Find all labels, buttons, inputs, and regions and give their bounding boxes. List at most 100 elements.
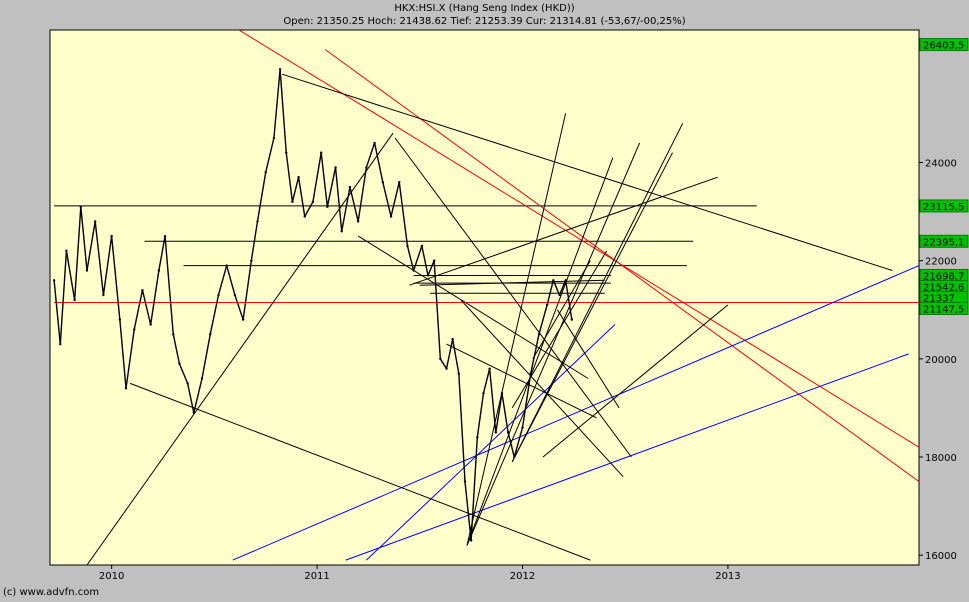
price-point (200, 377, 204, 380)
y-tick-label: 24000 (925, 159, 957, 170)
price-point (285, 151, 288, 154)
trend-line-3 (446, 343, 597, 419)
price-point (500, 392, 504, 395)
price-point (445, 367, 448, 370)
price-point (373, 141, 376, 145)
trend-line-13 (556, 309, 620, 409)
red-trend-line-1 (325, 49, 919, 483)
price-point (133, 328, 136, 331)
price-tag-box (919, 234, 969, 248)
price-point (488, 367, 491, 370)
price-segment (530, 334, 540, 374)
price-point (348, 185, 352, 189)
price-segment (119, 319, 127, 389)
price-tag-label: 21337 (923, 293, 955, 304)
price-point (110, 234, 113, 238)
price-point (209, 333, 212, 336)
price-segment (291, 177, 300, 202)
price-segment (501, 393, 509, 433)
price-tag-label: 21542,6 (923, 282, 964, 293)
price-point (241, 318, 245, 321)
price-point (476, 436, 479, 439)
price-point (398, 180, 401, 184)
price-segment (279, 69, 287, 153)
price-point (365, 166, 368, 169)
price-point (420, 244, 424, 248)
price-segment (357, 167, 368, 222)
price-segment (141, 289, 152, 325)
price-segment (265, 137, 275, 173)
trend-line-11 (511, 123, 684, 463)
trend-line-10 (466, 142, 641, 546)
price-tag-label: 23115,5 (923, 202, 964, 213)
price-segment (421, 245, 429, 276)
price-segment (427, 260, 435, 276)
price-point (356, 220, 360, 223)
trend-line-1 (129, 382, 591, 561)
price-segment (406, 245, 415, 271)
blue-trend-line-1 (345, 353, 909, 561)
price-segment (521, 373, 532, 428)
price-point (278, 68, 282, 71)
price-point (494, 431, 497, 434)
price-point (537, 333, 541, 336)
price-point (469, 539, 473, 542)
price-segment (234, 294, 244, 320)
price-segment (495, 393, 503, 433)
price-point (326, 205, 329, 208)
price-tag-label: 22395,1 (923, 237, 964, 248)
trend-line-7 (409, 176, 718, 286)
red-trend-line-0 (238, 30, 919, 448)
price-point (558, 293, 561, 297)
price-point (457, 372, 461, 375)
price-point (264, 171, 267, 174)
price-segment (433, 260, 442, 359)
price-segment (133, 289, 144, 330)
price-segment (172, 334, 181, 364)
price-segment (488, 368, 497, 433)
price-segment (482, 368, 491, 394)
price-segment (242, 260, 253, 320)
price-point (93, 220, 97, 223)
price-segment (297, 177, 306, 217)
price-point (256, 220, 259, 223)
price-tag-box (919, 38, 969, 52)
price-segment (226, 265, 236, 296)
price-segment (201, 334, 211, 379)
price-segment (558, 280, 567, 296)
price-tag-box (919, 199, 969, 213)
price-segment (390, 181, 400, 217)
trend-line-9 (466, 157, 614, 546)
price-point (463, 480, 467, 483)
price-point (482, 392, 485, 395)
price-point (141, 288, 144, 292)
price-point (552, 279, 555, 282)
price-point (172, 333, 175, 336)
price-point (570, 318, 574, 321)
price-tag-label: 21147,5 (923, 304, 964, 315)
price-segment (507, 432, 515, 458)
price-segment (320, 152, 329, 207)
price-segment (538, 304, 548, 335)
price-segment (513, 427, 524, 458)
chart-subtitle: Open: 21350.25 Hoch: 21438.62 Tief: 2125… (283, 16, 686, 27)
price-segment (382, 181, 392, 217)
price-point (124, 387, 128, 390)
price-point (79, 205, 83, 208)
price-segment (412, 245, 423, 271)
price-segment (552, 280, 561, 296)
price-point (334, 166, 337, 169)
price-segment (398, 182, 409, 247)
price-point (59, 342, 62, 346)
trend-line-4 (281, 73, 893, 271)
price-segment (80, 206, 88, 271)
y-tick-label: 18000 (925, 453, 957, 464)
price-point (521, 426, 524, 429)
price-point (545, 303, 549, 307)
price-segment (349, 186, 359, 222)
price-point (319, 151, 323, 154)
trend-line-16 (511, 250, 608, 409)
trend-line-2 (460, 299, 624, 478)
price-tag-label: 21698,7 (923, 271, 964, 282)
price-point (102, 293, 105, 297)
